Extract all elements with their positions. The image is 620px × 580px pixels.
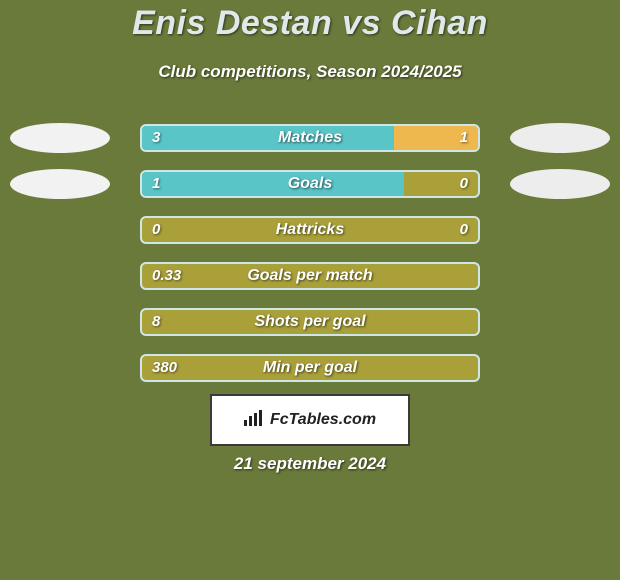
metric-bar-track <box>140 262 480 290</box>
metric-bar-track <box>140 354 480 382</box>
metric-row: Matches31 <box>0 124 620 152</box>
player-right-avatar <box>510 123 610 153</box>
source-badge-text: FcTables.com <box>270 411 376 429</box>
player-left-avatar <box>10 169 110 199</box>
metric-bar-left-fill <box>142 126 394 150</box>
source-badge: FcTables.com <box>210 394 410 446</box>
metric-bar-left-fill <box>142 172 404 196</box>
metric-row: Hattricks00 <box>0 216 620 244</box>
page-title: Enis Destan vs Cihan <box>0 4 620 43</box>
metrics-container: Matches31 Goals10 Hattricks00 Goals per mat… <box>0 124 620 400</box>
metric-row: Shots per goal8 <box>0 308 620 336</box>
subtitle: Club competitions, Season 2024/2025 <box>0 62 620 82</box>
metric-bar-track <box>140 124 480 152</box>
metric-row: Goals10 <box>0 170 620 198</box>
comparison-card: Enis Destan vs Cihan Club competitions, … <box>0 0 620 580</box>
metric-row: Min per goal380 <box>0 354 620 382</box>
metric-bar-track <box>140 170 480 198</box>
metric-row: Goals per match0.33 <box>0 262 620 290</box>
metric-bar-track <box>140 308 480 336</box>
metric-bar-right-fill <box>394 126 478 150</box>
chart-icon <box>244 410 264 431</box>
player-right-avatar <box>510 169 610 199</box>
date-text: 21 september 2024 <box>0 454 620 474</box>
player-left-avatar <box>10 123 110 153</box>
metric-bar-track <box>140 216 480 244</box>
